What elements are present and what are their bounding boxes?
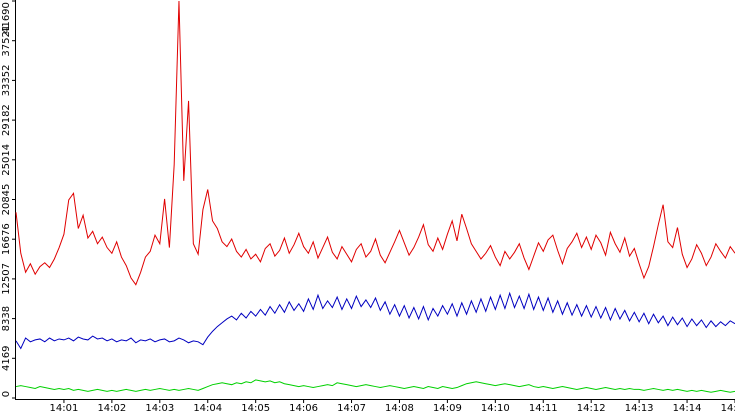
x-tick-label: 14:11 — [529, 403, 558, 414]
y-tick-label: 8338 — [1, 306, 12, 331]
x-tick-label: 14:12 — [577, 403, 606, 414]
series-line — [15, 0, 735, 286]
series-line — [15, 379, 735, 393]
x-tick-label: 14:05 — [241, 403, 270, 414]
y-tick-label: 37521 — [1, 25, 12, 57]
x-tick-label: 14:01 — [50, 403, 79, 414]
x-tick-label: 14:09 — [433, 403, 462, 414]
y-tick-label: 33352 — [1, 64, 12, 96]
x-tick-label: 14:06 — [289, 403, 318, 414]
y-tick-label: 4169 — [1, 346, 12, 371]
x-tick-label: 14:10 — [481, 403, 510, 414]
y-tick-label: 41690 — [1, 2, 12, 34]
x-tick-label: 14:02 — [97, 403, 126, 414]
x-tick-label: 14:13 — [625, 403, 654, 414]
y-tick-label: 16676 — [1, 223, 12, 255]
y-tick-label: 20845 — [1, 184, 12, 216]
x-tick-label: 14:04 — [193, 403, 222, 414]
x-tick-label: 14:14 — [673, 403, 702, 414]
y-tick-label: 0 — [1, 391, 12, 397]
x-tick-label: 14:15 — [721, 403, 735, 414]
x-tick-label: 14:07 — [337, 403, 366, 414]
x-tick-label: 14:08 — [385, 403, 414, 414]
y-tick-label: 25014 — [1, 144, 12, 176]
y-tick-label: 12507 — [1, 263, 12, 295]
series-line — [15, 291, 735, 350]
x-tick-label: 14:03 — [145, 403, 174, 414]
y-tick-label: 29182 — [1, 104, 12, 136]
